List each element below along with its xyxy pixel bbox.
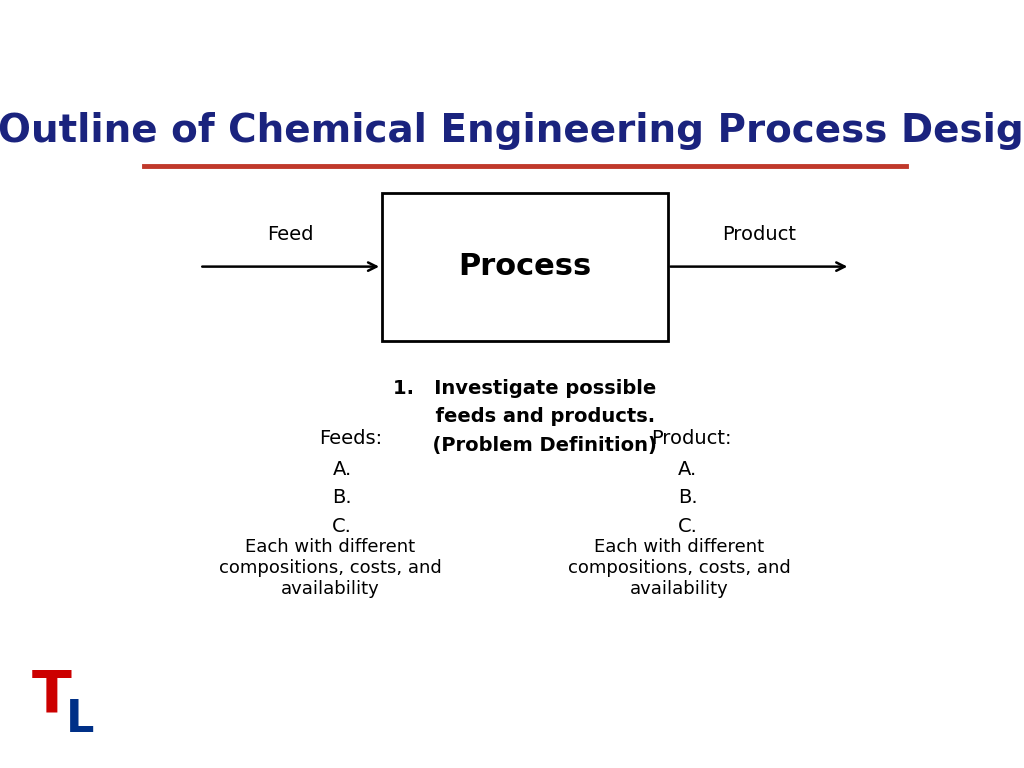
Text: feeds and products.: feeds and products.: [394, 407, 655, 426]
Text: 1.   Investigate possible: 1. Investigate possible: [393, 379, 656, 398]
Text: T: T: [32, 667, 71, 724]
Text: Product: Product: [722, 225, 796, 244]
Text: (Problem Definition): (Problem Definition): [392, 435, 657, 455]
Text: C.: C.: [333, 517, 352, 536]
Text: Feed: Feed: [267, 225, 314, 244]
Text: Outline of Chemical Engineering Process Design: Outline of Chemical Engineering Process …: [0, 111, 1024, 150]
Bar: [382, 193, 668, 340]
Text: Product:: Product:: [651, 429, 732, 448]
Text: A.: A.: [333, 460, 352, 479]
Text: B.: B.: [333, 488, 352, 508]
Text: A.: A.: [678, 460, 697, 479]
Text: Feeds:: Feeds:: [318, 429, 382, 448]
Text: B.: B.: [678, 488, 697, 508]
Text: Process: Process: [458, 252, 592, 281]
Text: C.: C.: [678, 517, 697, 536]
Text: Each with different
compositions, costs, and
availability: Each with different compositions, costs,…: [219, 538, 441, 598]
Text: Each with different
compositions, costs, and
availability: Each with different compositions, costs,…: [568, 538, 791, 598]
Text: L: L: [66, 698, 94, 741]
